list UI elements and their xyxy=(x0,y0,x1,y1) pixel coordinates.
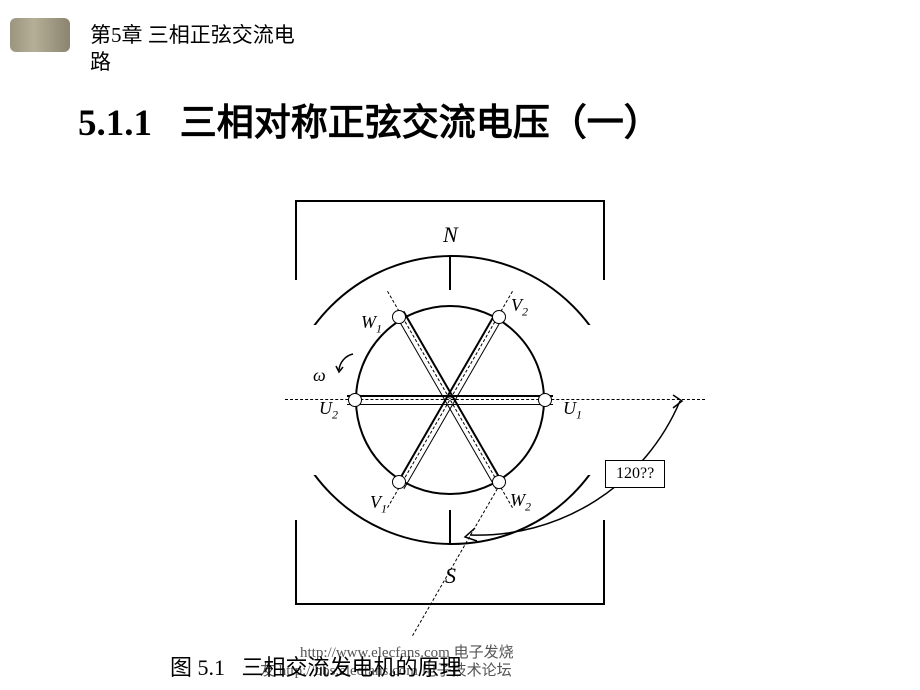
terminal-u2 xyxy=(348,393,362,407)
gap-line-top xyxy=(449,255,451,290)
caption-text: 三相交流发电机的原理 xyxy=(242,655,462,680)
header-decorative-image xyxy=(10,18,70,52)
chapter-title-line2: 路 xyxy=(90,50,111,74)
omega-arrow-icon xyxy=(333,348,363,378)
section-title: 5.1.1 三相对称正弦交流电压（一） xyxy=(78,92,661,146)
omega-label: ω xyxy=(313,365,326,386)
angle-value-box: 120?? xyxy=(605,460,665,488)
chapter-title-line1: 第5章 三相正弦交流电 xyxy=(90,23,295,47)
label-u2: U2 xyxy=(319,398,338,423)
generator-diagram: N S U1 U2 V1 V2 W1 W2 ω 120?? xyxy=(265,200,725,640)
section-number: 5.1.1 xyxy=(78,103,152,144)
section-title-text: 三相对称正弦交流电压（一） xyxy=(180,103,661,144)
caption-prefix: 图 5.1 xyxy=(170,655,225,680)
label-w1: W1 xyxy=(361,312,382,337)
angle-arc xyxy=(380,315,690,545)
chapter-title: 第5章 三相正弦交流电 路 xyxy=(90,22,295,77)
magnet-north-label: N xyxy=(443,222,458,248)
figure-caption: 图 5.1 三相交流发电机的原理 xyxy=(170,650,462,682)
